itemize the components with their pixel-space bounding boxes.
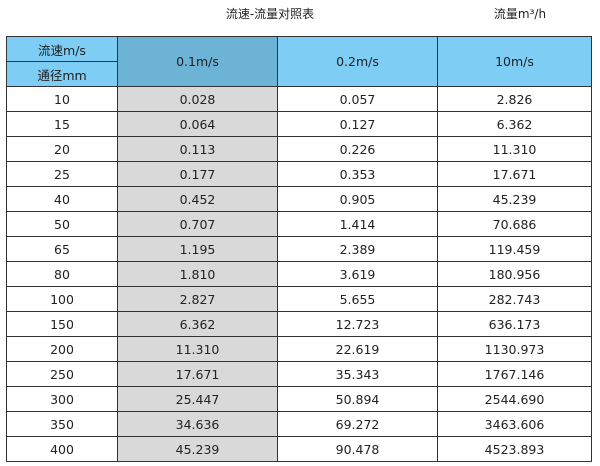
flow-cell: 1.414 [277, 211, 438, 237]
flow-cell: 6.362 [117, 311, 278, 337]
flow-cell: 11.310 [117, 336, 278, 362]
flow-cell: 45.239 [117, 436, 278, 462]
flow-cell: 69.272 [277, 411, 438, 437]
flow-cell: 0.452 [117, 186, 278, 212]
flow-cell: 12.723 [277, 311, 438, 337]
diameter-cell: 300 [6, 386, 118, 412]
flow-cell: 25.447 [117, 386, 278, 412]
flow-cell: 50.894 [277, 386, 438, 412]
table-row: 350 34.636 69.272 3463.606 [6, 411, 592, 437]
diameter-cell: 400 [6, 436, 118, 462]
flow-cell: 636.173 [437, 311, 592, 337]
flow-cell: 2.826 [437, 86, 592, 112]
flow-cell: 0.905 [277, 186, 438, 212]
flow-cell: 70.686 [437, 211, 592, 237]
table-row: 250 17.671 35.343 1767.146 [6, 361, 592, 387]
flow-cell: 0.028 [117, 86, 278, 112]
flow-cell: 0.064 [117, 111, 278, 137]
flow-cell: 1.195 [117, 236, 278, 262]
table-row: 400 45.239 90.478 4523.893 [6, 436, 592, 462]
flow-cell: 0.707 [117, 211, 278, 237]
velocity-header: 流速m/s [6, 36, 118, 62]
table-row: 200 11.310 22.619 1130.973 [6, 336, 592, 362]
diameter-header: 通径mm [6, 61, 118, 87]
table-title: 流速-流量对照表 [225, 7, 315, 21]
flow-cell: 2544.690 [437, 386, 592, 412]
diameter-cell: 25 [6, 161, 118, 187]
flow-cell: 1.810 [117, 261, 278, 287]
flow-rate-table: 流速m/s 0.1m/s 0.2m/s 10m/s 通径mm 10 0.028 0.… [6, 36, 592, 462]
flow-cell: 22.619 [277, 336, 438, 362]
flow-cell: 2.827 [117, 286, 278, 312]
flow-cell: 45.239 [437, 186, 592, 212]
table-row: 40 0.452 0.905 45.239 [6, 186, 592, 212]
diameter-cell: 10 [6, 86, 118, 112]
flow-cell: 282.743 [437, 286, 592, 312]
table-row: 10 0.028 0.057 2.826 [6, 86, 592, 112]
header-row: 流速m/s 0.1m/s 0.2m/s 10m/s [6, 36, 592, 87]
table-row: 80 1.810 3.619 180.956 [6, 261, 592, 287]
flow-cell: 35.343 [277, 361, 438, 387]
diameter-cell: 20 [6, 136, 118, 162]
flow-cell: 6.362 [437, 111, 592, 137]
diameter-cell: 15 [6, 111, 118, 137]
flow-cell: 17.671 [437, 161, 592, 187]
flow-cell: 11.310 [437, 136, 592, 162]
unit-label: 流量m³/h [493, 7, 547, 21]
flow-cell: 0.177 [117, 161, 278, 187]
table-row: 65 1.195 2.389 119.459 [6, 236, 592, 262]
diameter-cell: 100 [6, 286, 118, 312]
flow-cell: 0.226 [277, 136, 438, 162]
column-header: 0.1m/s [117, 36, 278, 87]
table-row: 50 0.707 1.414 70.686 [6, 211, 592, 237]
diameter-cell: 50 [6, 211, 118, 237]
table-row: 20 0.113 0.226 11.310 [6, 136, 592, 162]
diameter-cell: 80 [6, 261, 118, 287]
flow-cell: 0.057 [277, 86, 438, 112]
diameter-cell: 65 [6, 236, 118, 262]
column-header: 10m/s [437, 36, 592, 87]
header-row: 通径mm [6, 61, 592, 87]
table-row: 300 25.447 50.894 2544.690 [6, 386, 592, 412]
flow-cell: 1767.146 [437, 361, 592, 387]
column-header: 0.2m/s [277, 36, 438, 87]
flow-cell: 34.636 [117, 411, 278, 437]
flow-cell: 0.127 [277, 111, 438, 137]
flow-cell: 90.478 [277, 436, 438, 462]
flow-cell: 17.671 [117, 361, 278, 387]
flow-cell: 2.389 [277, 236, 438, 262]
flow-cell: 119.459 [437, 236, 592, 262]
flow-cell: 0.113 [117, 136, 278, 162]
flow-cell: 180.956 [437, 261, 592, 287]
diameter-cell: 350 [6, 411, 118, 437]
flow-cell: 0.353 [277, 161, 438, 187]
diameter-cell: 250 [6, 361, 118, 387]
diameter-cell: 200 [6, 336, 118, 362]
table-row: 100 2.827 5.655 282.743 [6, 286, 592, 312]
flow-cell: 3463.606 [437, 411, 592, 437]
flow-cell: 5.655 [277, 286, 438, 312]
flow-cell: 1130.973 [437, 336, 592, 362]
table-row: 25 0.177 0.353 17.671 [6, 161, 592, 187]
table-row: 15 0.064 0.127 6.362 [6, 111, 592, 137]
diameter-cell: 40 [6, 186, 118, 212]
table-row: 150 6.362 12.723 636.173 [6, 311, 592, 337]
flow-cell: 3.619 [277, 261, 438, 287]
flow-cell: 4523.893 [437, 436, 592, 462]
diameter-cell: 150 [6, 311, 118, 337]
